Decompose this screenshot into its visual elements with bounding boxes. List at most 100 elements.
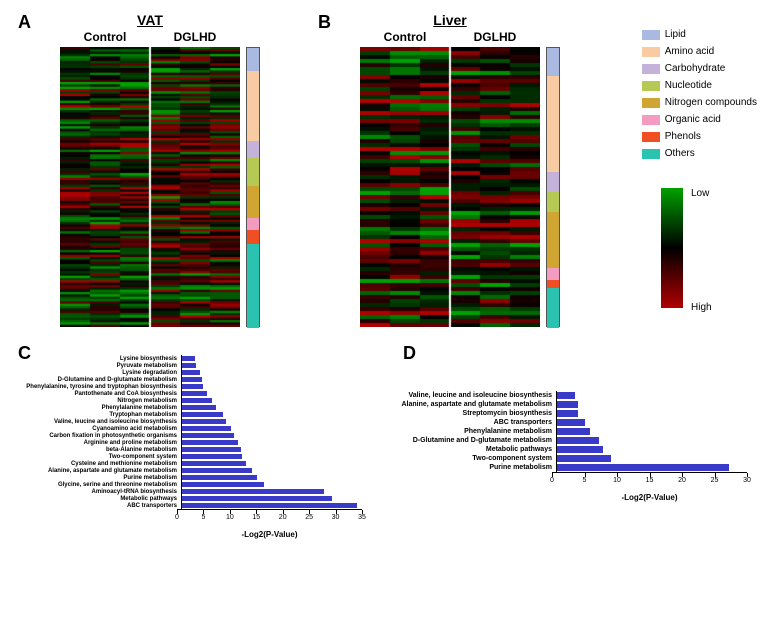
bar-row: Phenylalanine metabolism [12,404,387,411]
bar-plot [181,411,366,418]
panel-label-D: D [403,343,416,364]
legend-label: Organic acid [665,113,721,127]
bar-label: Purine metabolism [397,464,556,471]
bar-plot [181,369,366,376]
bar-plot [181,460,366,467]
bar-plot [181,474,366,481]
tick-label: 20 [279,514,287,521]
panel-C: C Lysine biosynthesisPyruvate metabolism… [12,341,387,539]
bar-label: D-Glutamine and D-glutamate metabolism [397,437,556,444]
bar-row: Alanine, aspartate and glutamate metabol… [397,400,762,409]
bar-label: Arginine and proline metabolism [12,440,181,446]
bar-rect [182,489,324,494]
bar-rect [182,412,223,417]
bar-plot [556,463,751,472]
bar-row: Cyanoamino acid metabolism [12,425,387,432]
bar-row: Valine, leucine and isoleucine biosynthe… [397,391,762,400]
row-bottom: C Lysine biosynthesisPyruvate metabolism… [12,341,761,539]
bar-label: beta-Alanine metabolism [12,447,181,453]
catbar-seg-organic-acid [247,218,259,230]
bar-plot [181,355,366,362]
bar-rect [182,384,203,389]
bar-plot [556,409,751,418]
tick-label: 5 [583,477,587,484]
intensity-legend: Low High [661,184,731,308]
legend-swatch [642,149,660,159]
catbar-seg-nitrogen-compounds [547,212,559,268]
bar-plot [181,383,366,390]
bar-row: ABC transporters [397,418,762,427]
heatmap-A-block: VAT Control DGLHD [60,12,302,327]
tick-label: 15 [646,477,654,484]
bar-row: Phenylalanine metabolism [397,427,762,436]
bar-label: Two-component system [12,454,181,460]
catbar-seg-nucleotide [547,192,559,212]
heatmap-A-body [60,47,302,327]
bar-label: Valine, leucine and isoleucine biosynthe… [12,419,181,425]
bar-row: Streptomycin biosynthesis [397,409,762,418]
tick-label: 15 [252,514,260,521]
panel-B: B Liver Control DGLHD [312,12,602,327]
bar-label: Nitrogen metabolism [12,398,181,404]
legend-swatch [642,30,660,40]
bar-label: Metabolic pathways [12,496,181,502]
bar-plot [181,495,366,502]
bar-row: Lysine degradation [12,369,387,376]
bar-rect [182,461,246,466]
panel-A-tissue: VAT [60,12,240,28]
bar-plot [181,425,366,432]
bar-rect [182,356,195,361]
legend-item-amino-acid: Amino acid [642,45,757,59]
catbar-A [246,47,260,327]
legend-swatch [642,115,660,125]
bar-label: D-Glutamine and D-glutamate metabolism [12,377,181,383]
bar-rect [182,468,252,473]
catbar-seg-nucleotide [247,158,259,186]
panel-D: D Valine, leucine and isoleucine biosynt… [397,341,762,539]
bar-plot [181,502,366,509]
bar-label: Cysteine and methionine metabolism [12,461,181,467]
legend-item-organic-acid: Organic acid [642,113,757,127]
legend-item-phenols: Phenols [642,130,757,144]
category-legend: LipidAmino acidCarbohydrateNucleotideNit… [642,28,757,164]
bar-rect [182,363,196,368]
bar-row: beta-Alanine metabolism [12,446,387,453]
tick-label: 25 [305,514,313,521]
bar-plot [181,467,366,474]
bar-row: Alanine, aspartate and glutamate metabol… [12,467,387,474]
bar-label: Phenylalanine metabolism [397,428,556,435]
bar-chart-C: Lysine biosynthesisPyruvate metabolismLy… [12,355,387,539]
bar-label: Alanine, aspartate and glutamate metabol… [397,401,556,408]
bar-row: Metabolic pathways [397,445,762,454]
panel-A-groups: Control DGLHD [60,30,240,44]
legend-item-others: Others [642,147,757,161]
legend-label: Others [665,147,695,161]
bar-plot [556,400,751,409]
bar-plot [556,454,751,463]
intensity-high-label: High [691,302,712,313]
bar-rect [182,496,332,501]
bar-row: Metabolic pathways [12,495,387,502]
bar-rect [557,419,585,426]
bar-rect [182,377,202,382]
bar-label: Aminoacyl-tRNA biosynthesis [12,489,181,495]
bar-row: Cysteine and methionine metabolism [12,460,387,467]
bar-row: Arginine and proline metabolism [12,439,387,446]
tick-label: 35 [358,514,366,521]
tick-label: 5 [201,514,205,521]
panel-B-group-2: DGLHD [474,30,517,44]
bar-rect [182,405,216,410]
catbar-seg-lipid [247,48,259,71]
bar-chart-D: Valine, leucine and isoleucine biosynthe… [397,391,762,502]
bar-rect [557,428,590,435]
panel-B-tissue: Liver [360,12,540,28]
legend-swatch [642,81,660,91]
panel-A: A VAT Control DGLHD [12,12,302,327]
bar-row: Phenylalanine, tyrosine and tryptophan b… [12,383,387,390]
x-axis: 05101520253035 [177,509,362,528]
legend-swatch [642,132,660,142]
bar-plot [181,453,366,460]
bar-label: Valine, leucine and isoleucine biosynthe… [397,392,556,399]
bar-rect [182,482,264,487]
bar-plot [181,432,366,439]
